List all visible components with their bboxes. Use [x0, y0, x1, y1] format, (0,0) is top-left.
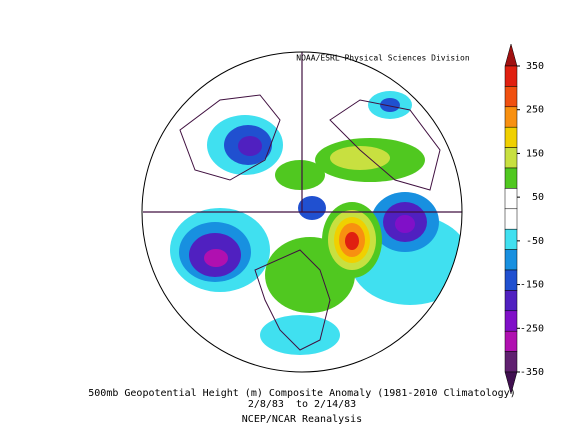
colorbar-swatch — [504, 269, 518, 291]
colorbar-swatch — [504, 208, 518, 230]
colorbar-swatch — [504, 351, 518, 373]
colorbar-swatch — [504, 147, 518, 169]
colorbar-cap — [504, 43, 518, 67]
colorbar-cap — [504, 371, 518, 395]
colorbar-label: 150 — [526, 148, 544, 159]
colorbar-label: 250 — [526, 105, 544, 116]
map — [142, 52, 462, 372]
colorbar-swatch — [504, 290, 518, 312]
colorbar-swatch — [504, 188, 518, 210]
colorbar-label: 50 — [532, 192, 544, 203]
colorbar-swatch — [504, 249, 518, 271]
map-border — [141, 51, 463, 373]
colorbar-swatch — [504, 106, 518, 128]
colorbar-label: -50 — [526, 236, 544, 247]
credit: NOAA/ESRL Physical Sciences Division — [296, 54, 470, 63]
caption: 2/8/83 to 2/14/83 — [248, 399, 356, 410]
colorbar-swatch — [504, 65, 518, 87]
colorbar-label: 350 — [526, 61, 544, 72]
colorbar-label: -150 — [520, 280, 544, 291]
colorbar-swatch — [504, 126, 518, 148]
colorbar-swatch — [504, 86, 518, 108]
caption: NCEP/NCAR Reanalysis — [242, 414, 362, 425]
colorbar-label: -250 — [520, 323, 544, 334]
caption: 500mb Geopotential Height (m) Composite … — [88, 388, 515, 399]
colorbar-swatch — [504, 228, 518, 250]
colorbar-swatch — [504, 310, 518, 332]
colorbar: 350 250 150 50 -50 -150 -250 -350 — [504, 43, 544, 395]
colorbar-label: -350 — [520, 367, 544, 378]
colorbar-swatch — [504, 167, 518, 189]
colorbar-swatch — [504, 330, 518, 352]
